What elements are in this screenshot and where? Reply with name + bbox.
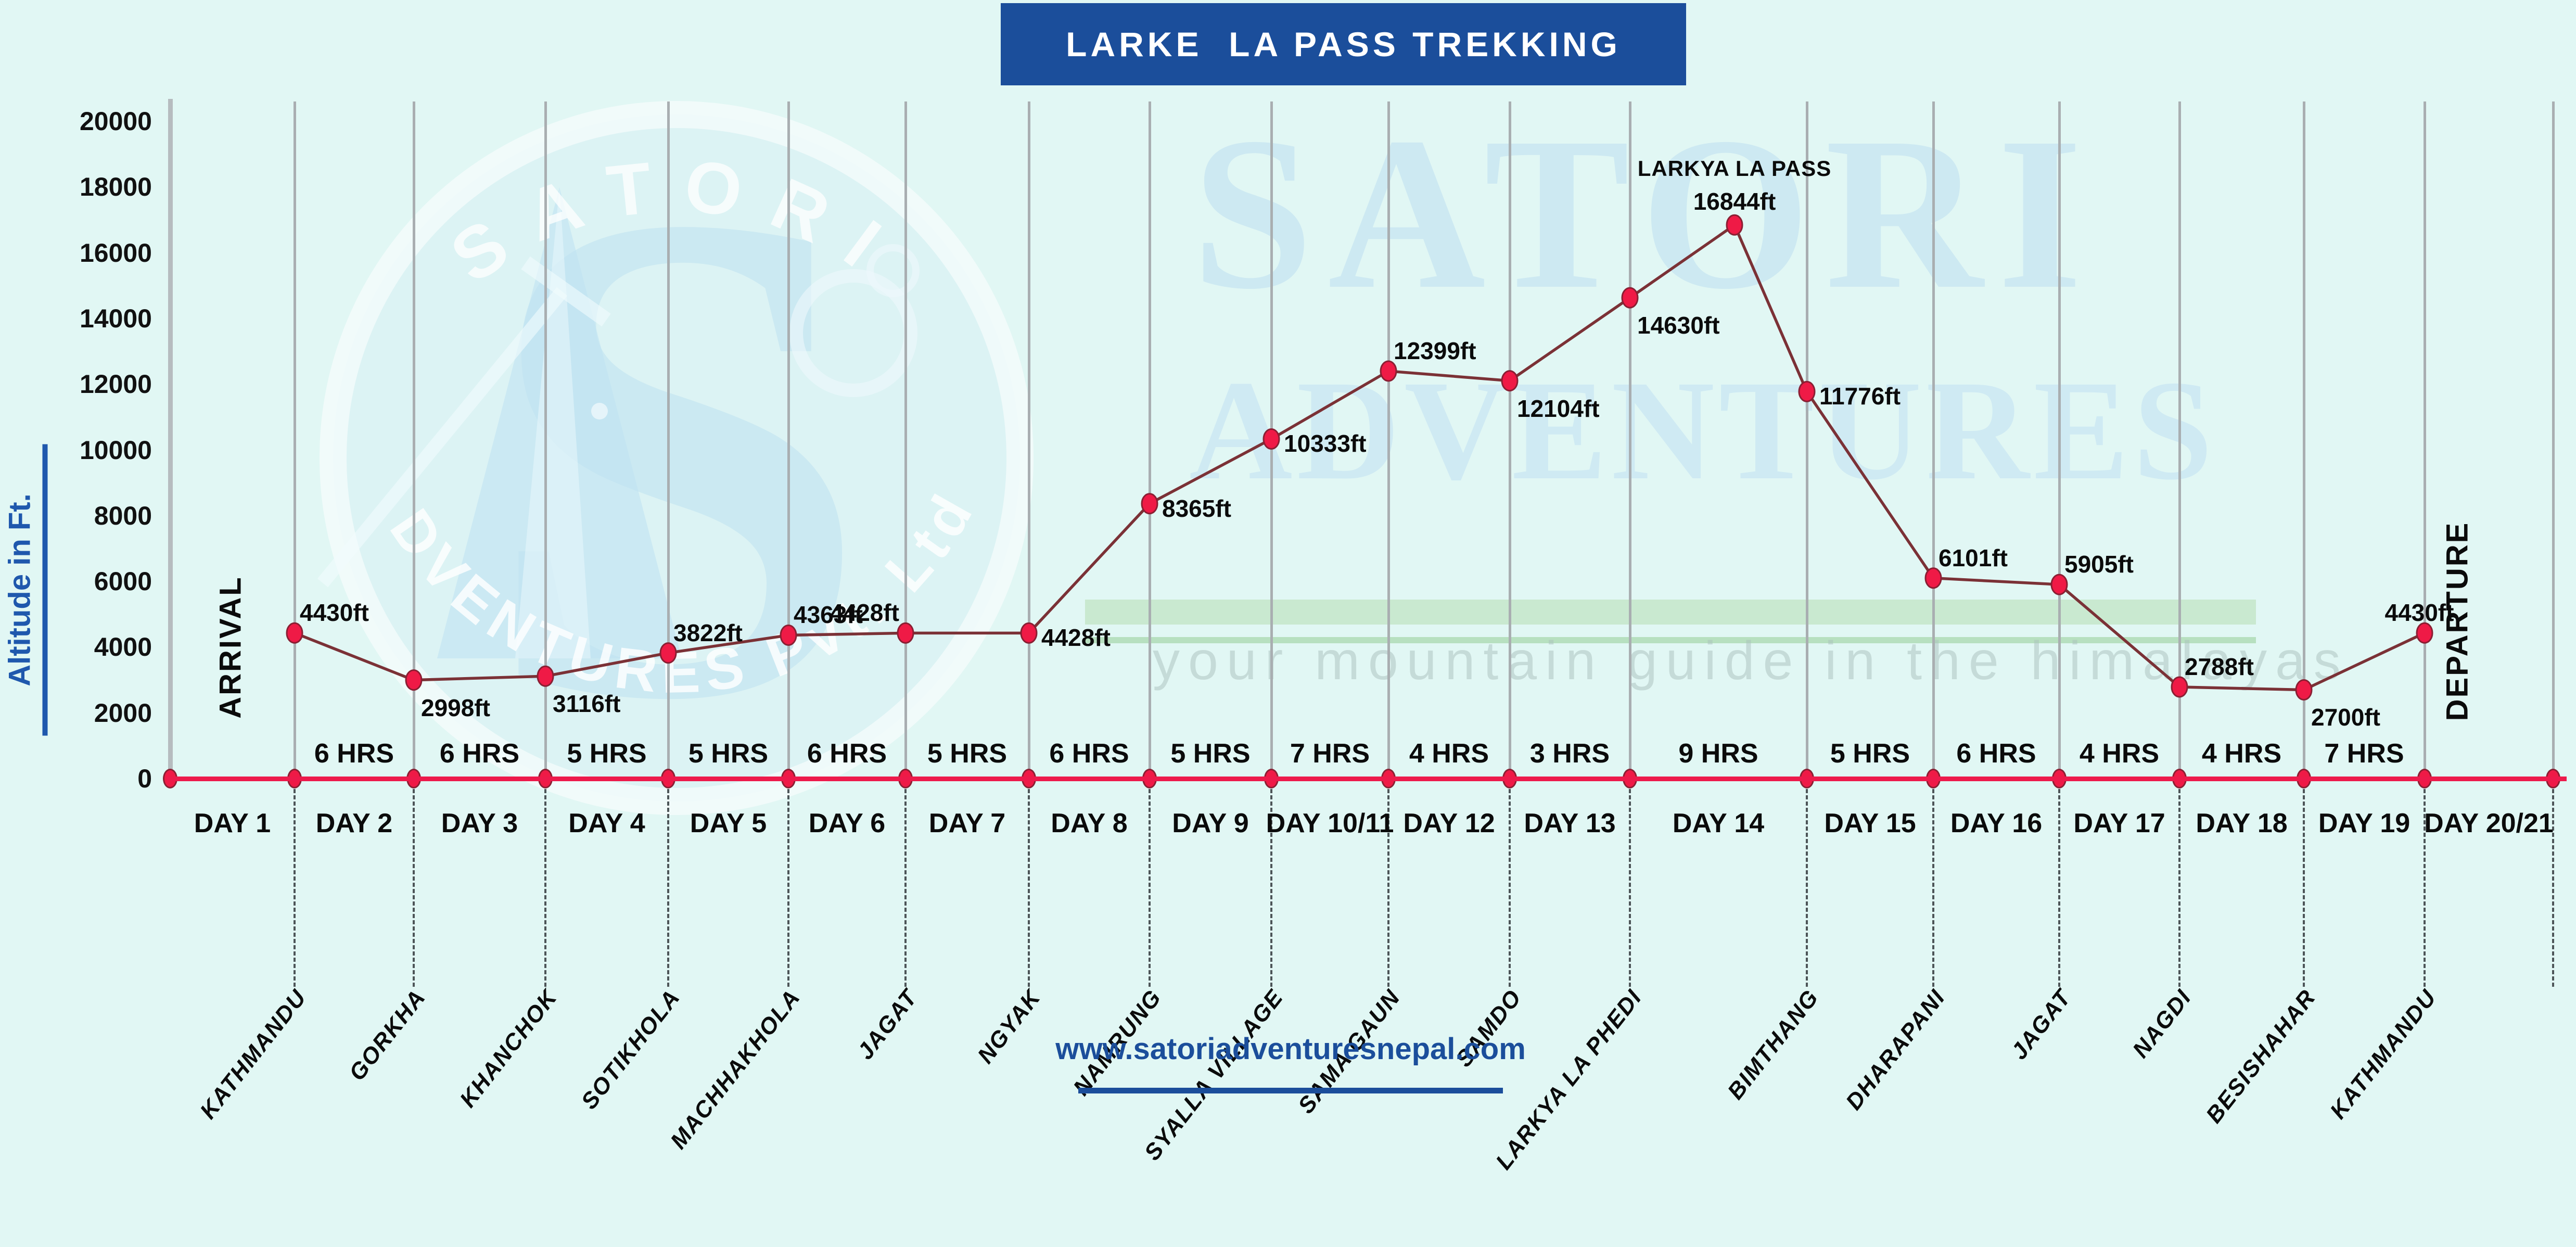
data-point-label: 12399ft (1394, 337, 1476, 365)
data-point-dot (1727, 215, 1742, 235)
y-axis-title: Altitude in Ft. (3, 444, 48, 736)
website-url-underline (1078, 1088, 1503, 1093)
data-point-dot (2296, 680, 2312, 699)
data-point-dot (1142, 494, 1157, 514)
arrival-label: ARRIVAL (213, 538, 248, 757)
data-point-label: 2788ft (2185, 653, 2254, 681)
data-point-dot (538, 666, 553, 686)
data-point-label: 16844ft (1578, 187, 1891, 215)
data-point-dot (1021, 623, 1037, 643)
data-point-dot (1799, 381, 1815, 401)
data-point-label: 4430ft (2315, 599, 2523, 627)
data-point-label: 11776ft (1819, 382, 1901, 410)
data-point-label: 2700ft (2311, 703, 2380, 731)
data-point-label: 8365ft (1162, 494, 1231, 523)
altitude-profile-line (0, 0, 2576, 1103)
trek-altitude-chart: S SATORI ADVENTURES Pvt. Ltd. SATORI ADV… (0, 0, 2576, 1103)
data-point-label: 3116ft (553, 690, 620, 718)
data-point-dot (406, 670, 422, 690)
data-point-label: 4428ft (1041, 624, 1111, 652)
data-point-label: 4430ft (300, 599, 369, 627)
data-point-label: 4428ft (691, 599, 899, 627)
peak-name-label: LARKYA LA PASS (1578, 156, 1891, 181)
data-point-dot (1502, 371, 1517, 391)
data-point-label: 12104ft (1517, 395, 1600, 423)
data-point-dot (898, 623, 913, 643)
data-point-label: 5905ft (2064, 550, 2134, 578)
data-point-label: 2998ft (421, 694, 490, 722)
website-url: www.satoriadventuresnepal.com (1030, 1032, 1551, 1066)
data-point-dot (1622, 288, 1638, 308)
title-banner: LARKE LA PASS TREKKING (1001, 3, 1686, 85)
departure-label: DEPARTURE (2440, 502, 2475, 741)
data-point-label: 6101ft (1939, 544, 2008, 572)
page-title: LARKE LA PASS TREKKING (1066, 24, 1621, 64)
data-point-dot (1264, 429, 1279, 449)
data-point-label: 10333ft (1284, 429, 1367, 457)
data-point-label: 14630ft (1637, 311, 1720, 339)
